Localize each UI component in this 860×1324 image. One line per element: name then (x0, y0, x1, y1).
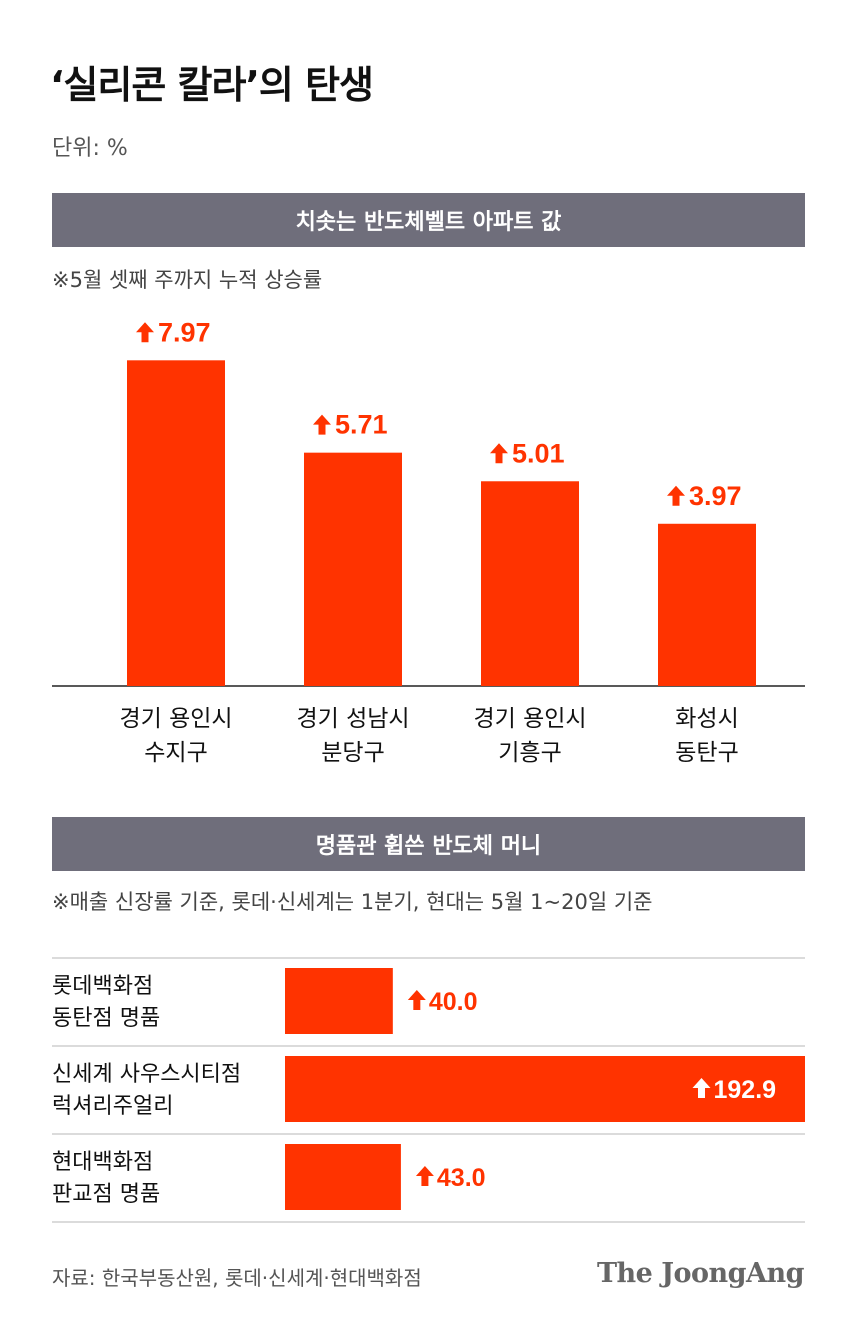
up-arrow-icon (667, 485, 685, 506)
row-label-0-0: 롯데백화점 (52, 974, 153, 999)
row-label-1-1: 럭셔리주얼리 (52, 1094, 173, 1119)
chart1-title-band: 치솟는 반도체벨트 아파트 값 (52, 193, 805, 247)
bar-value-label-2: 5.01 (512, 438, 565, 468)
hbar-2 (285, 1144, 401, 1210)
hbar-value-label-2: 43.0 (437, 1164, 486, 1192)
bar-1 (304, 452, 402, 686)
bar-0 (127, 360, 225, 686)
category-label-0-0: 경기 용인시 (119, 706, 232, 732)
up-arrow-icon (407, 990, 426, 1010)
up-arrow-icon (692, 1078, 711, 1098)
bar-3 (658, 523, 756, 686)
up-arrow-icon (313, 414, 331, 435)
bar-2 (481, 481, 579, 686)
up-arrow-icon (490, 443, 508, 464)
source-note: 자료: 한국부동산원, 롯데·신세계·현대백화점 (52, 1266, 422, 1290)
category-label-3-1: 동탄구 (675, 740, 738, 766)
publisher-logo: The JoongAng (596, 1258, 805, 1289)
category-label-0-1: 수지구 (144, 740, 207, 766)
bar-value-label-0: 7.97 (158, 317, 211, 347)
row-label-2-0: 현대백화점 (52, 1150, 153, 1175)
chart2-subtitle: ※매출 신장률 기준, 롯데·신세계는 1분기, 현대는 5월 1~20일 기준 (52, 890, 653, 914)
row-label-2-1: 판교점 명품 (52, 1182, 160, 1207)
page-title: ‘실리콘 칼라’의 탄생 (50, 63, 374, 107)
hbar-1 (285, 1056, 805, 1122)
category-label-1-1: 분당구 (321, 740, 384, 766)
up-arrow-icon (415, 1166, 434, 1186)
bar-value-label-3: 3.97 (689, 481, 742, 511)
hbar-value-label-0: 40.0 (429, 988, 478, 1016)
row-label-0-1: 동탄점 명품 (52, 1006, 160, 1031)
category-label-3-0: 화성시 (675, 706, 738, 732)
category-label-1-0: 경기 성남시 (296, 706, 409, 732)
bar-value-label-1: 5.71 (335, 410, 388, 440)
chart2-title-band: 명품관 휩쓴 반도체 머니 (52, 817, 805, 871)
chart1-subtitle: ※5월 셋째 주까지 누적 상승률 (52, 268, 323, 292)
category-label-2-1: 기흥구 (498, 740, 561, 766)
row-label-1-0: 신세계 사우스시티점 (52, 1062, 241, 1087)
hbar-value-label-1: 192.9 (714, 1076, 777, 1104)
hbar-0 (285, 968, 393, 1034)
unit-label: 단위: % (52, 136, 128, 161)
category-label-2-0: 경기 용인시 (473, 706, 586, 732)
up-arrow-icon (136, 322, 154, 343)
